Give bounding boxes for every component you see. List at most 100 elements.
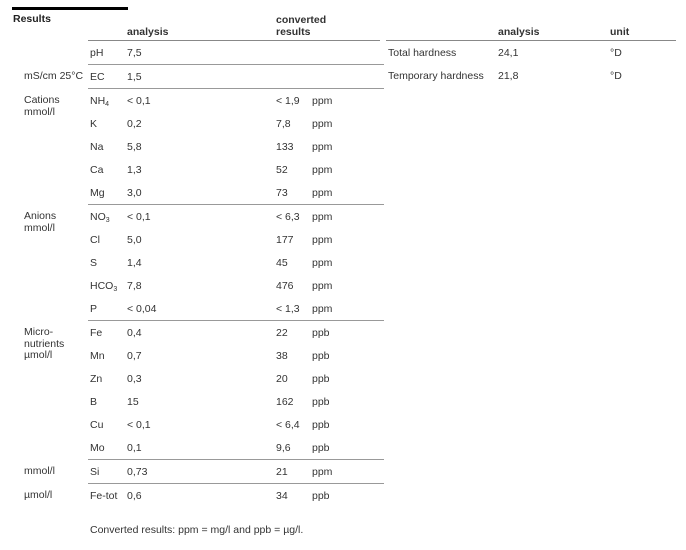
element-symbol: HCO3 [90, 280, 117, 293]
analysis-value: 0,4 [127, 327, 142, 339]
symbol-text: pH [90, 47, 104, 59]
title-rule [12, 7, 128, 10]
analysis-value: 0,3 [127, 373, 142, 385]
converted-value: 9,6 [276, 442, 291, 454]
table-row: Zn 0,3 20 ppb [88, 367, 384, 390]
unit: ppm [312, 141, 333, 153]
group-label: mS/cm 25°C [24, 70, 84, 82]
unit: ppb [312, 442, 330, 454]
right-header-divider [386, 40, 676, 41]
symbol-text: Fe [90, 327, 103, 339]
symbol-subscript: 4 [105, 101, 110, 108]
symbol-text: Si [90, 466, 100, 478]
table-row: Mn 0,7 38 ppb [88, 344, 384, 367]
analysis-value: 1,5 [127, 71, 142, 83]
group-label: µmol/l [24, 489, 53, 501]
row-group: Anions mmol/l NO3 < 0,1 < 6,3 ppm Cl 5,0 177 ppm… [24, 205, 384, 321]
element-symbol: Mn [90, 350, 105, 363]
header-divider [88, 40, 380, 41]
group-label: Cations mmol/l [24, 94, 60, 118]
converted-value: 38 [276, 350, 288, 362]
converted-value: 162 [276, 396, 294, 408]
element-symbol: Mo [90, 442, 105, 455]
group-label: Micro- nutrients µmol/l [24, 326, 65, 361]
table-row: B 15 162 ppb [88, 390, 384, 413]
unit: ppb [312, 396, 330, 408]
converted-value: 476 [276, 280, 294, 292]
analysis-value: 0,2 [127, 118, 142, 130]
page-title: Results [13, 13, 51, 25]
analysis-value: < 0,1 [127, 95, 151, 107]
header-analysis: analysis [127, 26, 169, 38]
row-group: mS/cm 25°C EC 1,5 [24, 65, 384, 89]
element-symbol: B [90, 396, 97, 409]
converted-value: 73 [276, 187, 288, 199]
hardness-value: 24,1 [498, 47, 519, 59]
analysis-value: 7,5 [127, 47, 142, 59]
analysis-value: 0,1 [127, 442, 142, 454]
converted-value: 177 [276, 234, 294, 246]
symbol-text: Mn [90, 350, 105, 362]
hardness-row: Temporary hardness 21,8 °D [386, 64, 676, 87]
analysis-value: 1,4 [127, 257, 142, 269]
analysis-value: 0,7 [127, 350, 142, 362]
converted-value: < 1,3 [276, 303, 300, 315]
table-row: NH4 < 0,1 < 1,9 ppm [88, 89, 384, 112]
row-group: Cations mmol/l NH4 < 0,1 < 1,9 ppm K 0,2 7,8 ppm… [24, 89, 384, 205]
analysis-value: 3,0 [127, 187, 142, 199]
table-row: Si 0,73 21 ppm [88, 460, 384, 483]
converted-value: 45 [276, 257, 288, 269]
right-header-unit: unit [610, 26, 630, 38]
element-symbol: S [90, 257, 97, 270]
hardness-unit: °D [610, 70, 622, 82]
analysis-value: 0,73 [127, 466, 148, 478]
unit: ppm [312, 303, 333, 315]
converted-value: < 6,3 [276, 211, 300, 223]
element-symbol: Ca [90, 164, 103, 177]
symbol-text: Zn [90, 373, 103, 385]
table-row: Na 5,8 133 ppm [88, 135, 384, 158]
unit: ppm [312, 118, 333, 130]
converted-value: 133 [276, 141, 294, 153]
symbol-text: S [90, 257, 98, 269]
table-row: NO3 < 0,1 < 6,3 ppm [88, 205, 384, 228]
element-symbol: NO3 [90, 211, 110, 224]
analysis-value: 0,6 [127, 490, 142, 502]
converted-value: 52 [276, 164, 288, 176]
right-header-analysis: analysis [498, 26, 540, 38]
converted-value: 22 [276, 327, 288, 339]
table-row: Fe 0,4 22 ppb [88, 321, 384, 344]
analysis-value: 7,8 [127, 280, 142, 292]
symbol-text: Ca [90, 164, 104, 176]
hardness-name: Total hardness [388, 47, 457, 59]
element-symbol: Fe [90, 327, 102, 340]
symbol-text: Cu [90, 419, 104, 431]
element-symbol: Cl [90, 234, 100, 247]
converted-value: 20 [276, 373, 288, 385]
unit: ppm [312, 466, 333, 478]
unit: ppm [312, 95, 333, 107]
table-row: Mg 3,0 73 ppm [88, 181, 384, 204]
unit: ppm [312, 211, 333, 223]
row-group: µmol/l Fe-tot 0,6 34 ppb [24, 484, 384, 507]
element-symbol: Mg [90, 187, 105, 200]
unit: ppm [312, 234, 333, 246]
table-row: Mo 0,1 9,6 ppb [88, 436, 384, 459]
element-symbol: Na [90, 141, 103, 154]
row-group: pH 7,5 [88, 41, 384, 65]
results-table: pH 7,5 mS/cm 25°C EC 1,5 Cations mmol/l NH4 < 0… [0, 41, 384, 507]
table-row: Ca 1,3 52 ppm [88, 158, 384, 181]
footnote: Converted results: ppm = mg/l and ppb = … [90, 524, 304, 536]
unit: ppb [312, 490, 330, 502]
analysis-value: 1,3 [127, 164, 142, 176]
unit: ppb [312, 373, 330, 385]
symbol-text: Mg [90, 187, 105, 199]
row-group: Micro- nutrients µmol/l Fe 0,4 22 ppb Mn 0,7 38… [24, 321, 384, 460]
element-symbol: P [90, 303, 97, 316]
converted-value: < 1,9 [276, 95, 300, 107]
unit: ppm [312, 257, 333, 269]
hardness-row: Total hardness 24,1 °D [386, 41, 676, 64]
hardness-table: Total hardness 24,1 °D Temporary hardness 21… [386, 41, 676, 87]
header-converted: converted results [276, 14, 327, 38]
table-row: K 0,2 7,8 ppm [88, 112, 384, 135]
